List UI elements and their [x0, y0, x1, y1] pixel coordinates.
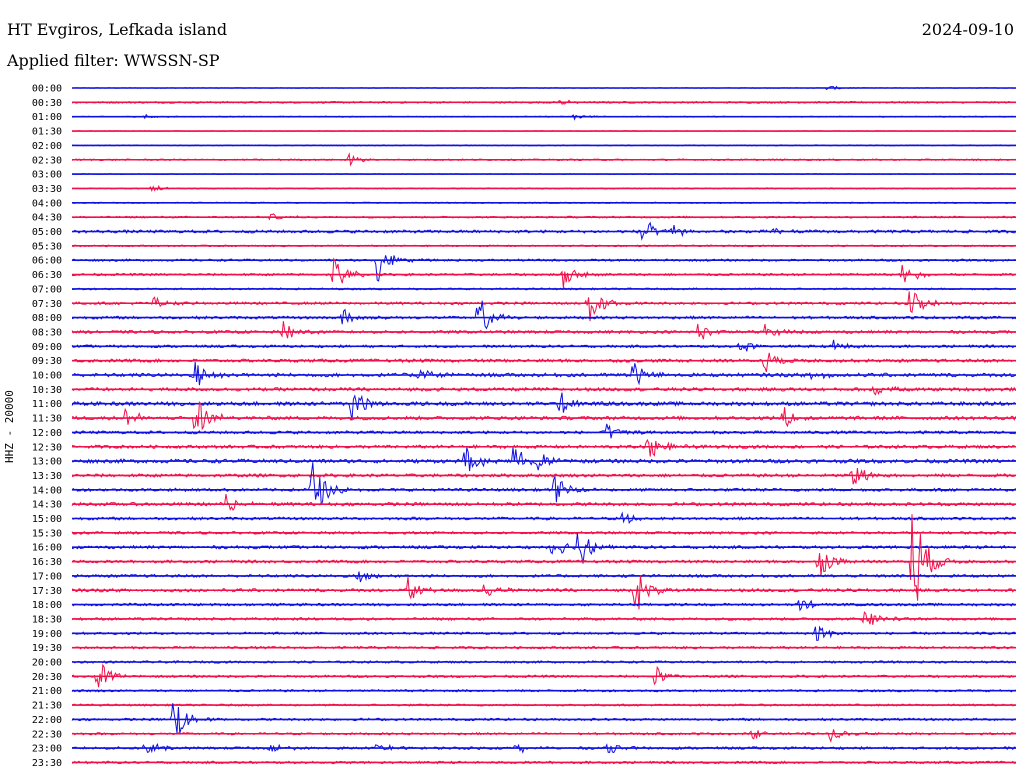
- time-tick-label: 15:00: [32, 514, 62, 525]
- time-tick-label: 01:30: [32, 127, 62, 138]
- time-tick-label: 04:00: [32, 198, 62, 209]
- time-tick-label: 19:30: [32, 643, 62, 654]
- time-tick-label: 21:30: [32, 701, 62, 712]
- trace-line: [71, 462, 1016, 506]
- time-tick-label: 23:00: [32, 744, 62, 755]
- time-tick-label: 12:30: [32, 442, 62, 453]
- time-tick-label: 18:00: [32, 600, 62, 611]
- time-tick-label: 05:30: [32, 241, 62, 252]
- time-tick-label: 08:00: [32, 313, 62, 324]
- time-tick-label: 16:00: [32, 543, 62, 554]
- trace-line: [71, 729, 1016, 743]
- time-tick-label: 06:00: [32, 256, 62, 267]
- filter-label: Applied filter: WWSSN-SP: [7, 51, 220, 70]
- time-tick-label: 22:00: [32, 715, 62, 726]
- trace-line: [71, 423, 1016, 439]
- time-tick-label: 19:00: [32, 629, 62, 640]
- time-tick-label: 10:00: [32, 371, 62, 382]
- trace-line: [71, 494, 1016, 511]
- station-title: HT Evgiros, Lefkada island: [7, 20, 228, 39]
- seismic-traces: [71, 85, 1017, 765]
- time-tick-label: 03:30: [32, 184, 62, 195]
- time-tick-label: 10:30: [32, 385, 62, 396]
- trace-line: [71, 385, 1017, 396]
- trace-line: [71, 300, 1016, 330]
- time-tick-label: 16:30: [32, 557, 62, 568]
- time-tick-label: 11:30: [32, 414, 62, 425]
- time-tick-label: 09:00: [32, 342, 62, 353]
- time-tick-label: 14:30: [32, 500, 62, 511]
- time-tick-label: 20:30: [32, 672, 62, 683]
- time-tick-label: 13:30: [32, 471, 62, 482]
- trace-line: [71, 703, 1016, 734]
- time-tick-label: 20:00: [32, 658, 62, 669]
- time-tick-label: 03:00: [32, 170, 62, 181]
- time-tick-label: 00:30: [32, 98, 62, 109]
- time-tick-label: 07:30: [32, 299, 62, 310]
- time-tick-label: 00:00: [32, 84, 62, 95]
- time-tick-label: 13:00: [32, 457, 62, 468]
- time-tick-label: 21:00: [32, 686, 62, 697]
- trace-line: [71, 571, 1016, 583]
- time-tick-label: 22:30: [32, 729, 62, 740]
- time-tick-label: 04:30: [32, 213, 62, 224]
- time-tick-label: 02:30: [32, 155, 62, 166]
- time-tick-label: 17:00: [32, 571, 62, 582]
- trace-line: [71, 321, 1016, 340]
- trace-line: [71, 533, 1016, 564]
- record-date: 2024-09-10: [921, 20, 1014, 39]
- time-tick-label: 23:30: [32, 758, 62, 769]
- time-tick-label: 05:00: [32, 227, 62, 238]
- trace-line: [71, 361, 1016, 386]
- time-tick-label: 07:00: [32, 284, 62, 295]
- time-tick-label: 14:00: [32, 485, 62, 496]
- time-tick-label: 15:30: [32, 528, 62, 539]
- time-tick-label: 12:00: [32, 428, 62, 439]
- time-tick-label: 17:30: [32, 586, 62, 597]
- trace-line: [71, 257, 1016, 289]
- time-tick-label: 06:30: [32, 270, 62, 281]
- time-tick-label: 02:00: [32, 141, 62, 152]
- time-tick-label: 09:30: [32, 356, 62, 367]
- trace-line: [72, 447, 1016, 472]
- time-tick-label: 11:00: [32, 399, 62, 410]
- time-tick-label: 08:30: [32, 327, 62, 338]
- trace-line: [71, 438, 1016, 457]
- time-tick-label: 18:30: [32, 614, 62, 625]
- time-tick-label: 01:00: [32, 112, 62, 123]
- time-tick-labels: 00:00 00:30 01:00 01:30 02:00 02:30 03:00 03:30…: [32, 84, 62, 769]
- trace-line: [71, 255, 1016, 282]
- trace-line: [71, 352, 1016, 373]
- trace-line: [71, 514, 1016, 601]
